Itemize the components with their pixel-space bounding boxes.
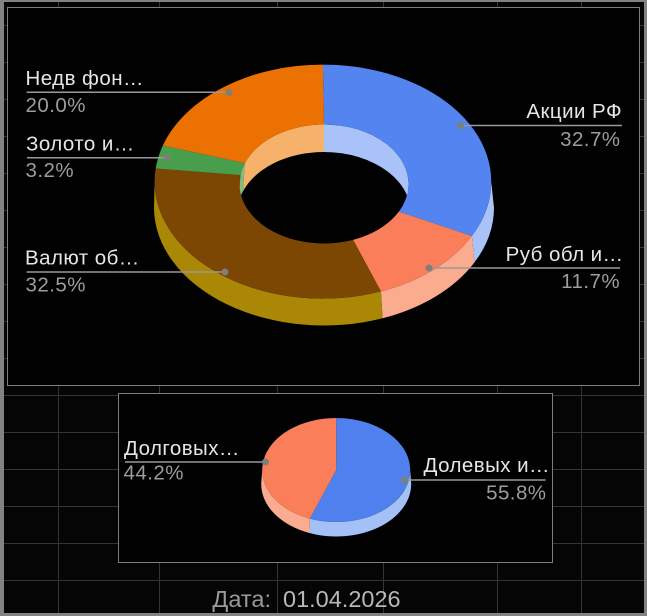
svg-text:3.2%: 3.2% xyxy=(26,159,75,182)
svg-text:Золото и…: Золото и… xyxy=(26,133,135,156)
svg-text:55.8%: 55.8% xyxy=(486,481,546,504)
svg-text:32.5%: 32.5% xyxy=(26,274,86,297)
svg-text:Валют об…: Валют об… xyxy=(25,246,140,269)
svg-text:20.0%: 20.0% xyxy=(26,94,86,117)
svg-text:Дата:: Дата: xyxy=(212,586,271,612)
svg-text:01.04.2026: 01.04.2026 xyxy=(283,586,401,612)
svg-text:Акции РФ: Акции РФ xyxy=(526,100,622,123)
svg-text:11.7%: 11.7% xyxy=(561,270,620,293)
svg-text:Недв фон…: Недв фон… xyxy=(26,67,144,90)
svg-text:Долевых и…: Долевых и… xyxy=(424,454,550,477)
svg-text:44.2%: 44.2% xyxy=(124,462,184,485)
svg-text:32.7%: 32.7% xyxy=(560,128,620,151)
svg-text:Долговых…: Долговых… xyxy=(124,437,240,460)
svg-text:Руб обл и…: Руб обл и… xyxy=(506,243,624,266)
